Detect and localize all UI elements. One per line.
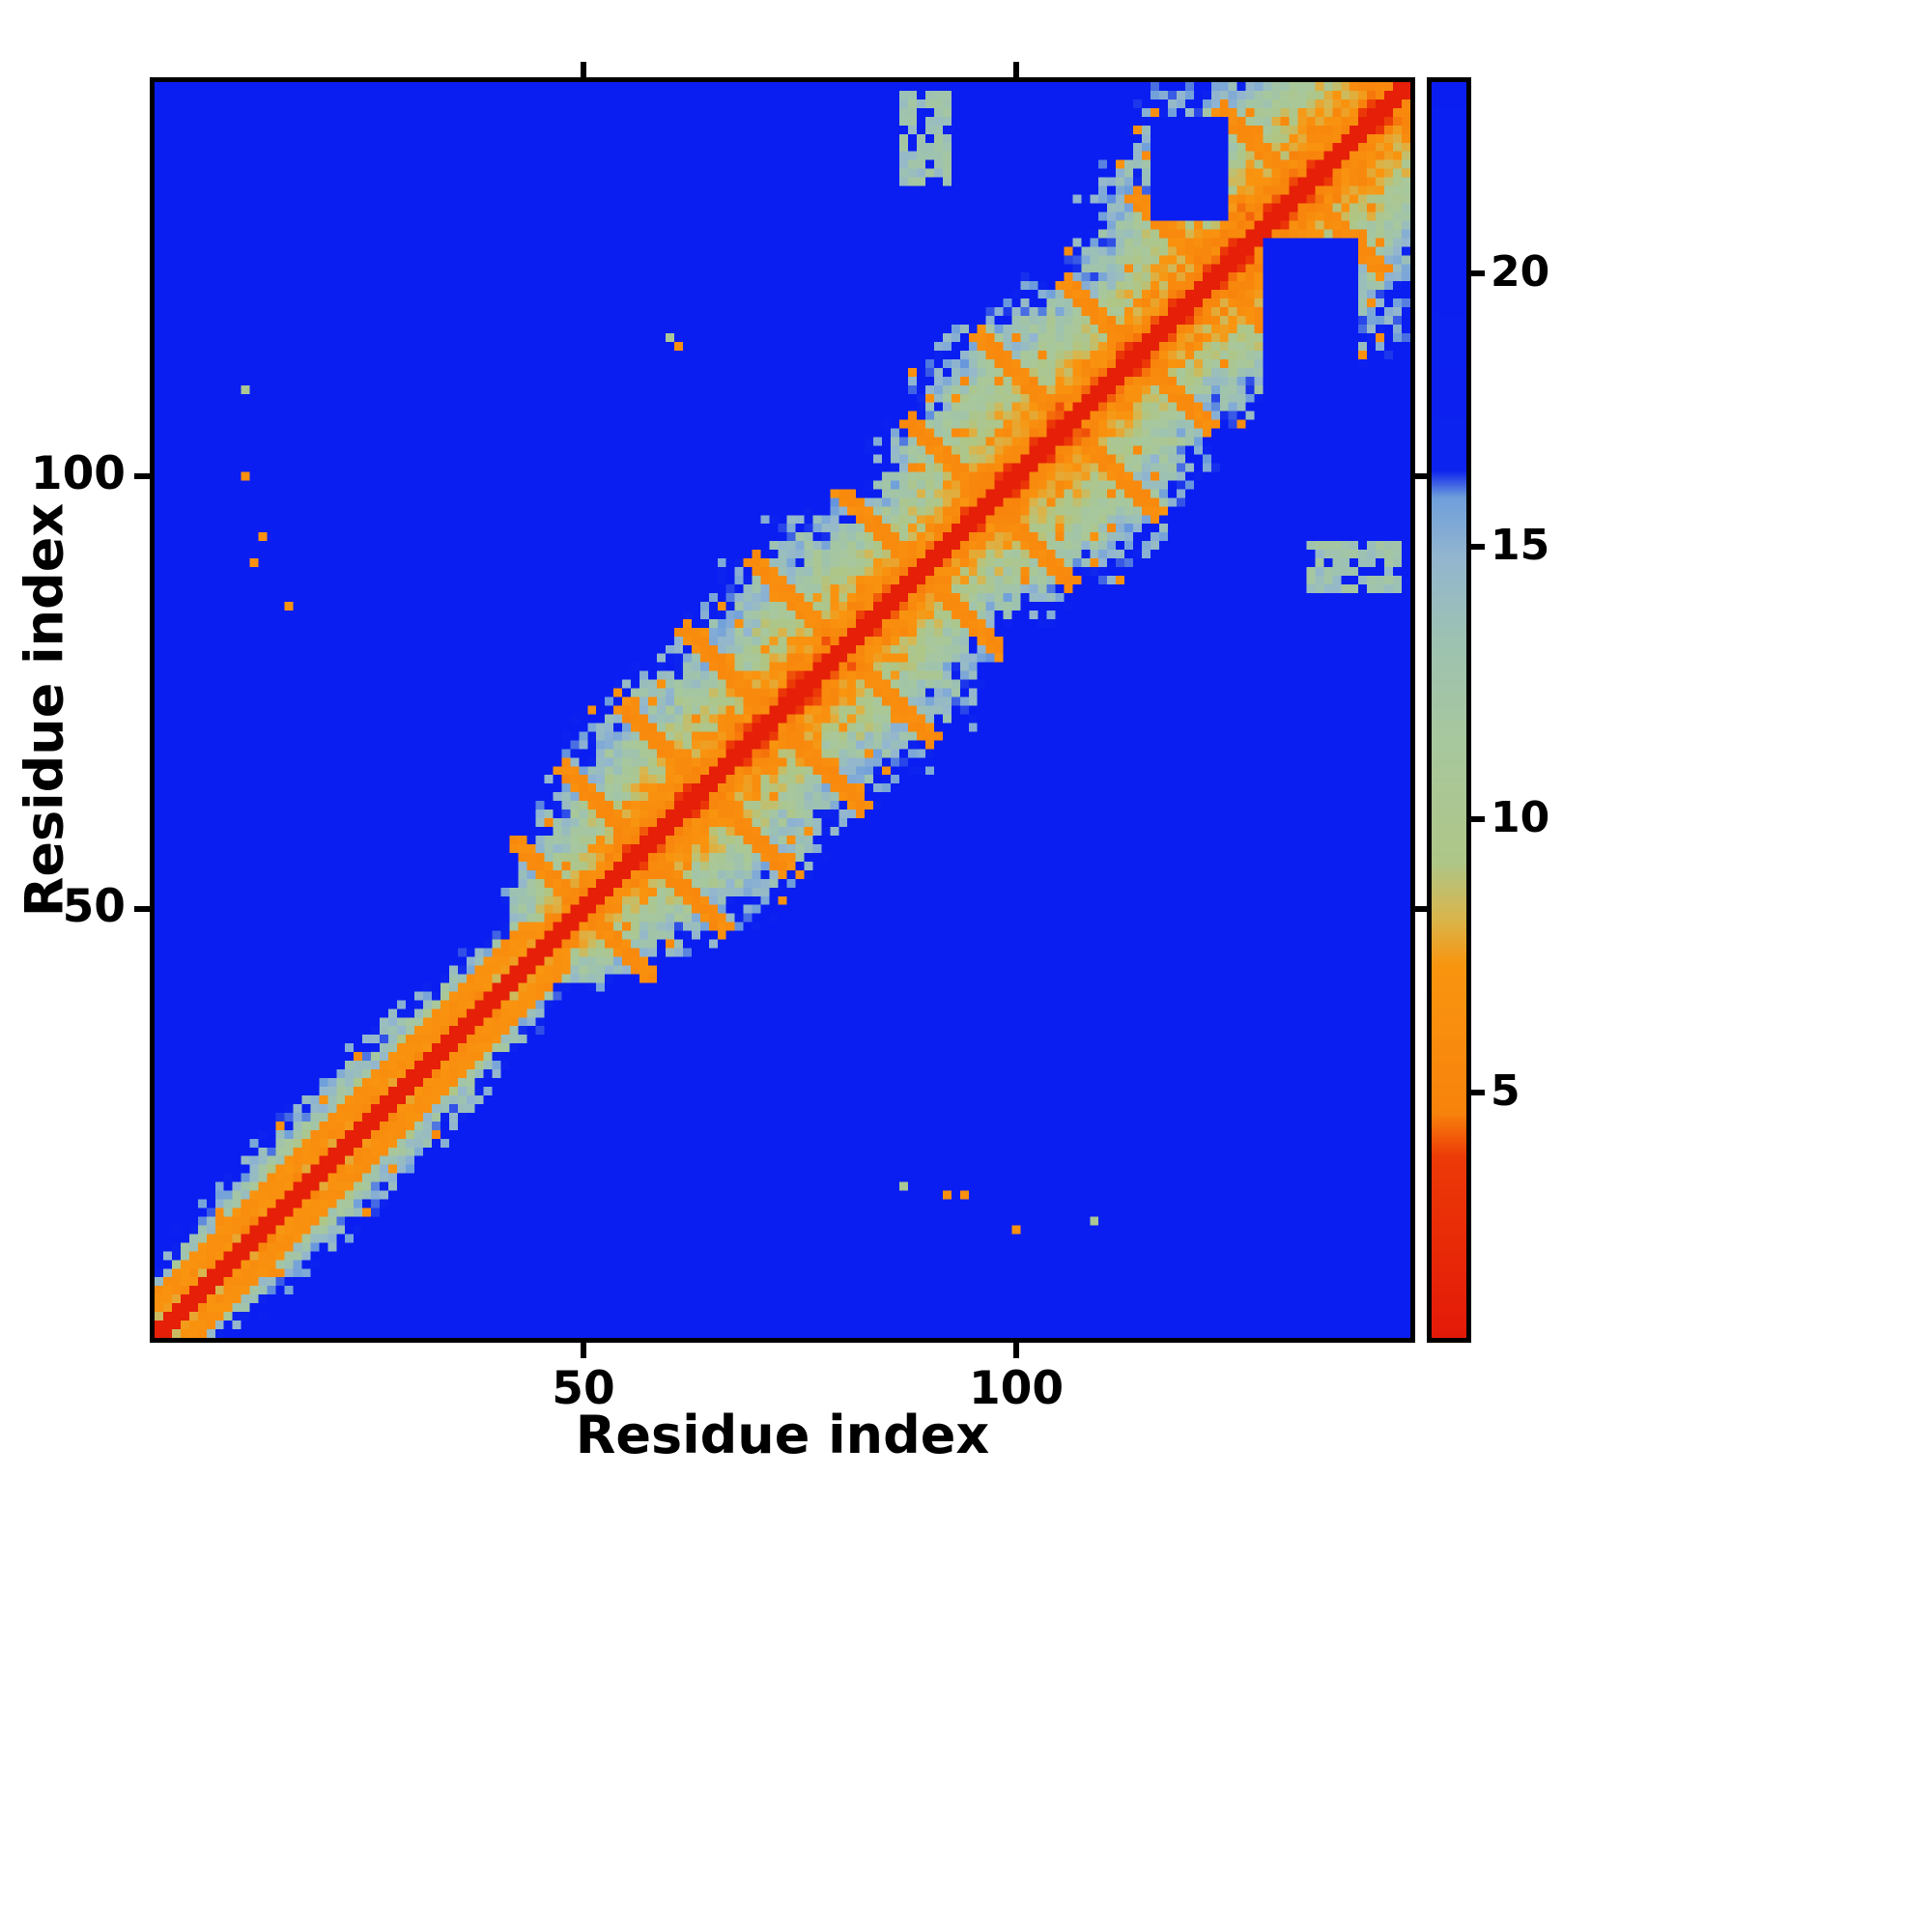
colorbar-tick bbox=[1471, 1090, 1485, 1095]
x-axis-tick bbox=[1013, 1343, 1019, 1358]
colorbar-tick bbox=[1471, 544, 1485, 550]
colorbar-canvas bbox=[1432, 82, 1466, 1338]
x-tick-label: 50 bbox=[552, 1362, 615, 1415]
x-axis-tick bbox=[581, 1343, 586, 1358]
y-axis-tick bbox=[134, 473, 150, 479]
heatmap-plot bbox=[150, 77, 1415, 1343]
y-axis-tick bbox=[134, 906, 150, 912]
colorbar-tick bbox=[1471, 270, 1485, 276]
y-axis-tick-right bbox=[1415, 906, 1431, 912]
y-tick-label: 100 bbox=[30, 447, 126, 500]
colorbar-tick-label: 5 bbox=[1491, 1066, 1520, 1116]
x-tick-label: 100 bbox=[968, 1362, 1065, 1415]
x-axis-tick-top bbox=[581, 62, 586, 77]
y-axis-title: Residue index bbox=[14, 502, 75, 918]
colorbar-tick bbox=[1471, 816, 1485, 822]
colorbar-tick-label: 10 bbox=[1491, 793, 1550, 842]
x-axis-title: Residue index bbox=[575, 1405, 990, 1465]
x-axis-tick-top bbox=[1013, 62, 1019, 77]
y-tick-label: 50 bbox=[62, 880, 126, 933]
colorbar-tick-label: 15 bbox=[1491, 521, 1550, 570]
heatmap-canvas bbox=[155, 82, 1410, 1338]
colorbar bbox=[1427, 77, 1471, 1343]
colorbar-tick-label: 20 bbox=[1491, 247, 1550, 297]
y-axis-tick-right bbox=[1415, 473, 1431, 479]
